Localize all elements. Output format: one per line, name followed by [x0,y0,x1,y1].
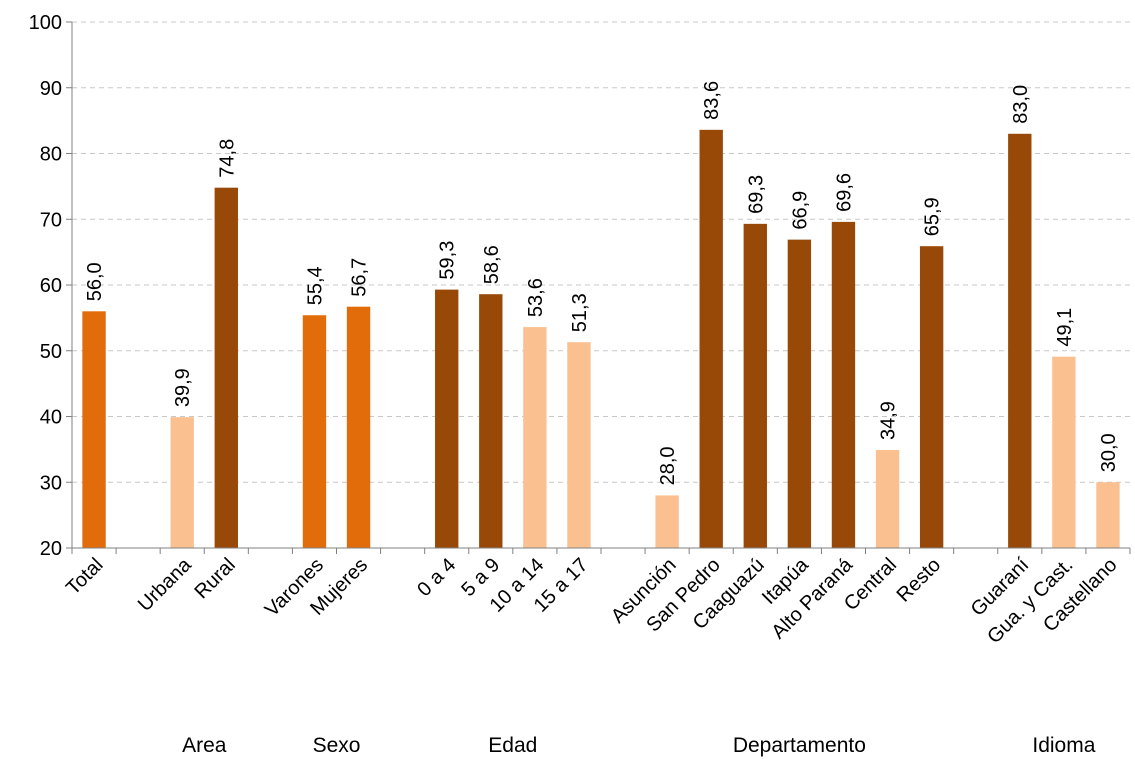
bar-resto [919,246,944,548]
category-label: Rural [190,554,239,603]
y-tick-label: 50 [40,341,62,363]
bar-gua-y-cast- [1052,356,1076,548]
y-tick-label: 70 [40,209,62,231]
value-label: 49,1 [1054,308,1076,347]
bar-alto-paran- [831,221,856,548]
group-label: Sexo [313,734,361,757]
bar-total [82,311,106,548]
category-label: Resto [893,554,946,607]
bar-10-a-14 [523,327,547,548]
bar-san-pedro [699,129,723,548]
bar-itap-a [787,239,812,548]
value-label: 74,8 [216,139,238,178]
y-tick-label: 20 [40,538,62,560]
value-label: 30,0 [1098,433,1120,472]
bar-castellano [1096,482,1120,548]
y-tick-label: 80 [40,144,62,166]
category-label: 0 a 4 [413,554,460,601]
group-label: Edad [488,734,537,757]
bar-central [875,450,900,548]
value-label: 59,3 [437,241,459,280]
y-tick-label: 100 [29,12,62,34]
group-label: Departamento [733,734,866,757]
value-label: 56,7 [349,258,371,297]
value-label: 83,0 [1010,85,1032,124]
bar-0-a-4 [435,289,459,548]
value-label: 58,6 [481,245,503,284]
value-label: 56,0 [84,262,106,301]
value-label: 28,0 [657,446,679,485]
category-label: Total [62,554,107,599]
value-label: 83,6 [701,81,723,120]
bar-15-a-17 [567,342,591,548]
y-tick-label: 90 [40,78,62,100]
value-label: 55,4 [304,266,326,305]
value-label: 53,6 [525,278,547,317]
value-label: 39,9 [172,368,194,407]
value-label: 69,3 [745,175,767,214]
value-label: 69,6 [833,173,855,212]
value-label: 65,9 [922,197,944,236]
y-tick-label: 30 [40,472,62,494]
y-tick-label: 40 [40,407,62,429]
bar-asunci-n [655,495,679,548]
axes: 20 30 40 50 60 70 80 90 100 [29,12,1131,560]
y-tick-label: 60 [40,275,62,297]
bar-urbana [170,417,194,548]
bar-5-a-9 [479,294,503,548]
value-label: 34,9 [878,401,900,440]
bars [82,129,1120,549]
bar-mujeres [346,306,371,548]
group-label: Area [182,734,227,757]
bar-varones [302,315,327,548]
value-label: 66,9 [789,191,811,230]
bar-caaguaz- [743,223,767,549]
group-label: Idioma [1032,734,1095,757]
bar-rural [214,187,238,548]
bar-guaran- [1008,133,1032,548]
category-label: Urbana [134,553,197,616]
value-label: 51,3 [569,293,591,332]
